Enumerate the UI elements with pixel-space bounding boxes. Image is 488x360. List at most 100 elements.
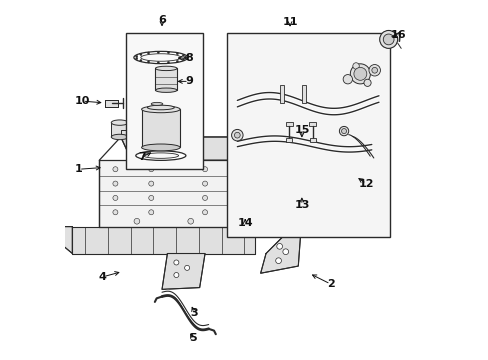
Circle shape — [341, 129, 346, 134]
Bar — [301, 85, 305, 103]
Circle shape — [363, 79, 370, 86]
Text: 4: 4 — [99, 272, 106, 282]
Circle shape — [352, 63, 359, 69]
Circle shape — [249, 167, 254, 172]
Text: 3: 3 — [190, 308, 198, 318]
Circle shape — [349, 64, 369, 84]
Circle shape — [187, 219, 193, 224]
Circle shape — [234, 132, 240, 138]
Bar — [286, 138, 292, 141]
Circle shape — [147, 52, 149, 54]
Circle shape — [140, 59, 142, 62]
Circle shape — [184, 57, 186, 59]
Ellipse shape — [136, 151, 185, 161]
Circle shape — [140, 53, 142, 55]
Circle shape — [383, 34, 393, 45]
Text: 1: 1 — [75, 164, 82, 174]
Bar — [155, 68, 177, 90]
Circle shape — [148, 181, 153, 186]
Circle shape — [155, 134, 183, 161]
Text: 16: 16 — [390, 30, 406, 40]
Polygon shape — [61, 226, 72, 253]
Text: 10: 10 — [75, 96, 90, 106]
Polygon shape — [121, 130, 133, 137]
Ellipse shape — [111, 134, 128, 140]
Ellipse shape — [155, 88, 177, 93]
Circle shape — [202, 210, 207, 215]
Circle shape — [147, 61, 149, 63]
Text: 9: 9 — [184, 76, 192, 86]
Circle shape — [234, 219, 240, 224]
Text: 13: 13 — [294, 200, 309, 210]
Bar — [308, 122, 316, 126]
Circle shape — [148, 167, 153, 172]
Polygon shape — [72, 226, 255, 253]
Circle shape — [184, 57, 186, 59]
Circle shape — [176, 60, 178, 62]
Text: 14: 14 — [237, 218, 252, 228]
Circle shape — [202, 195, 207, 201]
Ellipse shape — [134, 51, 187, 64]
Circle shape — [233, 137, 255, 158]
Circle shape — [167, 51, 169, 54]
Bar — [142, 109, 180, 148]
Circle shape — [275, 258, 281, 264]
Polygon shape — [290, 137, 301, 226]
Text: 15: 15 — [294, 125, 309, 135]
Circle shape — [113, 210, 118, 215]
Circle shape — [134, 219, 140, 224]
Text: 6: 6 — [158, 15, 165, 26]
Circle shape — [282, 249, 288, 255]
Circle shape — [113, 195, 118, 201]
Circle shape — [148, 195, 153, 201]
Text: 5: 5 — [188, 333, 196, 343]
Circle shape — [343, 75, 352, 84]
Circle shape — [182, 54, 184, 57]
Circle shape — [184, 265, 189, 270]
Circle shape — [379, 31, 397, 48]
Polygon shape — [105, 100, 118, 107]
Text: 11: 11 — [282, 17, 297, 27]
Polygon shape — [121, 137, 301, 160]
Circle shape — [174, 273, 179, 278]
Ellipse shape — [141, 54, 181, 61]
Circle shape — [157, 62, 159, 64]
Bar — [285, 122, 292, 126]
Circle shape — [202, 181, 207, 186]
Circle shape — [160, 139, 178, 156]
Text: 12: 12 — [358, 179, 373, 189]
Ellipse shape — [143, 153, 178, 158]
Circle shape — [135, 55, 138, 58]
Text: 8: 8 — [184, 53, 192, 63]
Circle shape — [368, 64, 380, 76]
Circle shape — [249, 210, 254, 215]
Bar — [309, 138, 315, 141]
Circle shape — [176, 53, 178, 55]
Circle shape — [265, 140, 281, 156]
Polygon shape — [111, 123, 128, 137]
Polygon shape — [99, 160, 290, 226]
Polygon shape — [260, 218, 301, 273]
Bar — [226, 33, 389, 237]
Circle shape — [249, 181, 254, 186]
Circle shape — [202, 167, 207, 172]
Ellipse shape — [142, 144, 180, 151]
Polygon shape — [162, 253, 204, 289]
Circle shape — [339, 126, 348, 136]
Circle shape — [174, 260, 179, 265]
Ellipse shape — [151, 102, 163, 105]
Ellipse shape — [142, 106, 180, 113]
Circle shape — [113, 181, 118, 186]
Circle shape — [135, 58, 138, 60]
Circle shape — [249, 195, 254, 201]
Circle shape — [238, 141, 250, 154]
Ellipse shape — [147, 105, 174, 110]
Ellipse shape — [111, 120, 128, 125]
Bar — [126, 33, 203, 169]
Circle shape — [182, 59, 184, 61]
Circle shape — [353, 67, 366, 80]
Text: 2: 2 — [326, 279, 334, 289]
Circle shape — [167, 61, 169, 63]
Circle shape — [157, 51, 159, 53]
Ellipse shape — [155, 66, 177, 71]
